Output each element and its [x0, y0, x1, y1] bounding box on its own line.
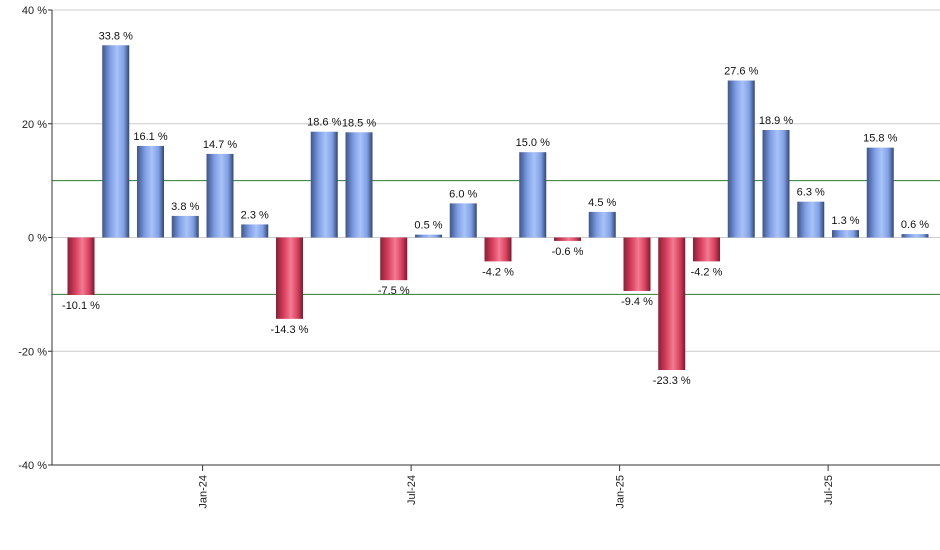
x-tick-label: Jul-24 — [406, 475, 418, 505]
bar — [693, 237, 720, 262]
bar — [310, 131, 338, 238]
data-label: -7.5 % — [378, 285, 410, 297]
bar — [380, 237, 408, 281]
data-label: 14.7 % — [203, 139, 237, 151]
data-label: 15.8 % — [863, 133, 897, 145]
bar — [623, 237, 651, 291]
data-label: 15.0 % — [516, 137, 550, 149]
bar — [658, 237, 686, 371]
bar — [102, 45, 130, 238]
data-label: 3.8 % — [171, 201, 199, 213]
bar — [345, 132, 373, 238]
y-tick-label: -20 % — [18, 346, 47, 358]
bar — [519, 152, 547, 238]
bar — [832, 230, 859, 238]
x-tick-label: Jul-25 — [823, 475, 835, 505]
data-label: -0.6 % — [552, 246, 584, 258]
bar — [67, 237, 95, 295]
data-label: 33.8 % — [99, 30, 133, 42]
data-label: 2.3 % — [241, 209, 269, 221]
bars — [67, 45, 929, 371]
bar — [241, 224, 269, 238]
bar — [484, 237, 512, 262]
data-label: -4.2 % — [482, 266, 514, 278]
data-label: 4.5 % — [588, 197, 616, 209]
bar — [206, 153, 234, 238]
bar — [449, 203, 477, 238]
bar — [554, 237, 581, 241]
data-label: 1.3 % — [831, 215, 859, 227]
data-label: 16.1 % — [133, 131, 167, 143]
y-tick-label: -40 % — [18, 460, 47, 472]
data-label: -14.3 % — [271, 324, 309, 336]
bar — [762, 130, 790, 238]
bar — [171, 215, 199, 238]
data-label: -9.4 % — [621, 296, 653, 308]
bar — [901, 234, 929, 238]
axes: -40 % -20 % 0 % 20 % 40 % Jan-24 Jul-24 Jan-25 J… — [18, 5, 940, 509]
y-tick-label: 40 % — [22, 5, 47, 17]
data-label: -10.1 % — [62, 300, 100, 312]
data-label: 0.6 % — [901, 219, 929, 231]
bar — [137, 145, 164, 238]
data-label: 6.0 % — [449, 188, 477, 200]
bar — [415, 234, 442, 238]
data-label: 6.3 % — [797, 187, 825, 199]
bar — [588, 211, 616, 238]
bar — [727, 80, 755, 238]
data-label: -23.3 % — [653, 375, 691, 387]
reference-lines — [52, 180, 940, 295]
data-label: 18.5 % — [342, 117, 376, 129]
bar — [797, 201, 825, 238]
bar — [866, 147, 894, 238]
data-label: 18.6 % — [307, 117, 341, 129]
data-label: 27.6 % — [724, 66, 758, 78]
data-label: 0.5 % — [414, 220, 442, 232]
data-labels: -10.1 % 33.8 % 16.1 % 3.8 % 14.7 % 2.3 % -14.3… — [62, 30, 929, 387]
bar — [276, 237, 303, 319]
data-label: -4.2 % — [691, 266, 723, 278]
x-tick-label: Jan-25 — [615, 475, 627, 509]
y-tick-label: 0 % — [28, 233, 47, 245]
x-tick-label: Jan-24 — [198, 475, 210, 509]
data-label: 18.9 % — [759, 115, 793, 127]
y-tick-label: 20 % — [22, 119, 47, 131]
